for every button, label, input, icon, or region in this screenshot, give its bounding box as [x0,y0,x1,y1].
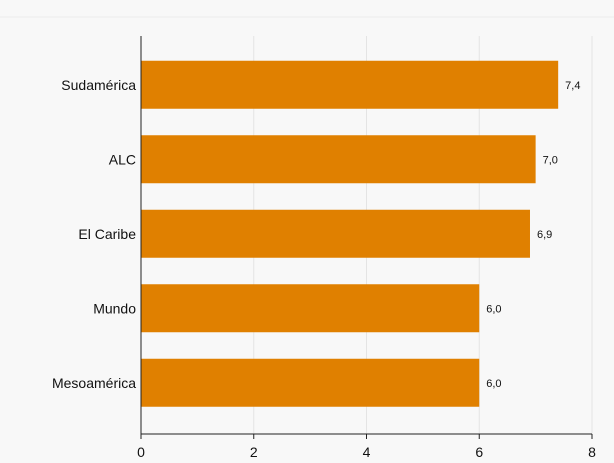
category-label: Sudamérica [61,77,136,93]
bar-value-label: 7,4 [565,80,580,92]
category-label: El Caribe [78,226,136,242]
x-tick-label: 4 [363,444,371,460]
bar-value-label: 6,0 [486,303,501,315]
axes: 0 2 4 6 8 Sudamérica ALC El Caribe Mundo Mesoamér… [52,36,596,460]
bar [141,284,480,333]
bar-value-label: 6,9 [537,229,552,241]
bar-value-label: 7,0 [543,154,558,166]
bar [141,209,530,258]
x-tick-label: 8 [588,444,596,460]
category-label: Mundo [93,300,136,316]
bars: 7,4 7,0 6,9 6,0 6,0 [141,60,580,407]
category-label: Mesoamérica [52,375,136,391]
x-tick-label: 2 [250,444,258,460]
bar [141,358,480,407]
bar [141,135,536,184]
x-tick-label: 6 [475,444,483,460]
category-label: ALC [109,151,136,167]
bar-value-label: 6,0 [486,378,501,390]
x-tick-label: 0 [137,444,145,460]
bar [141,60,559,109]
